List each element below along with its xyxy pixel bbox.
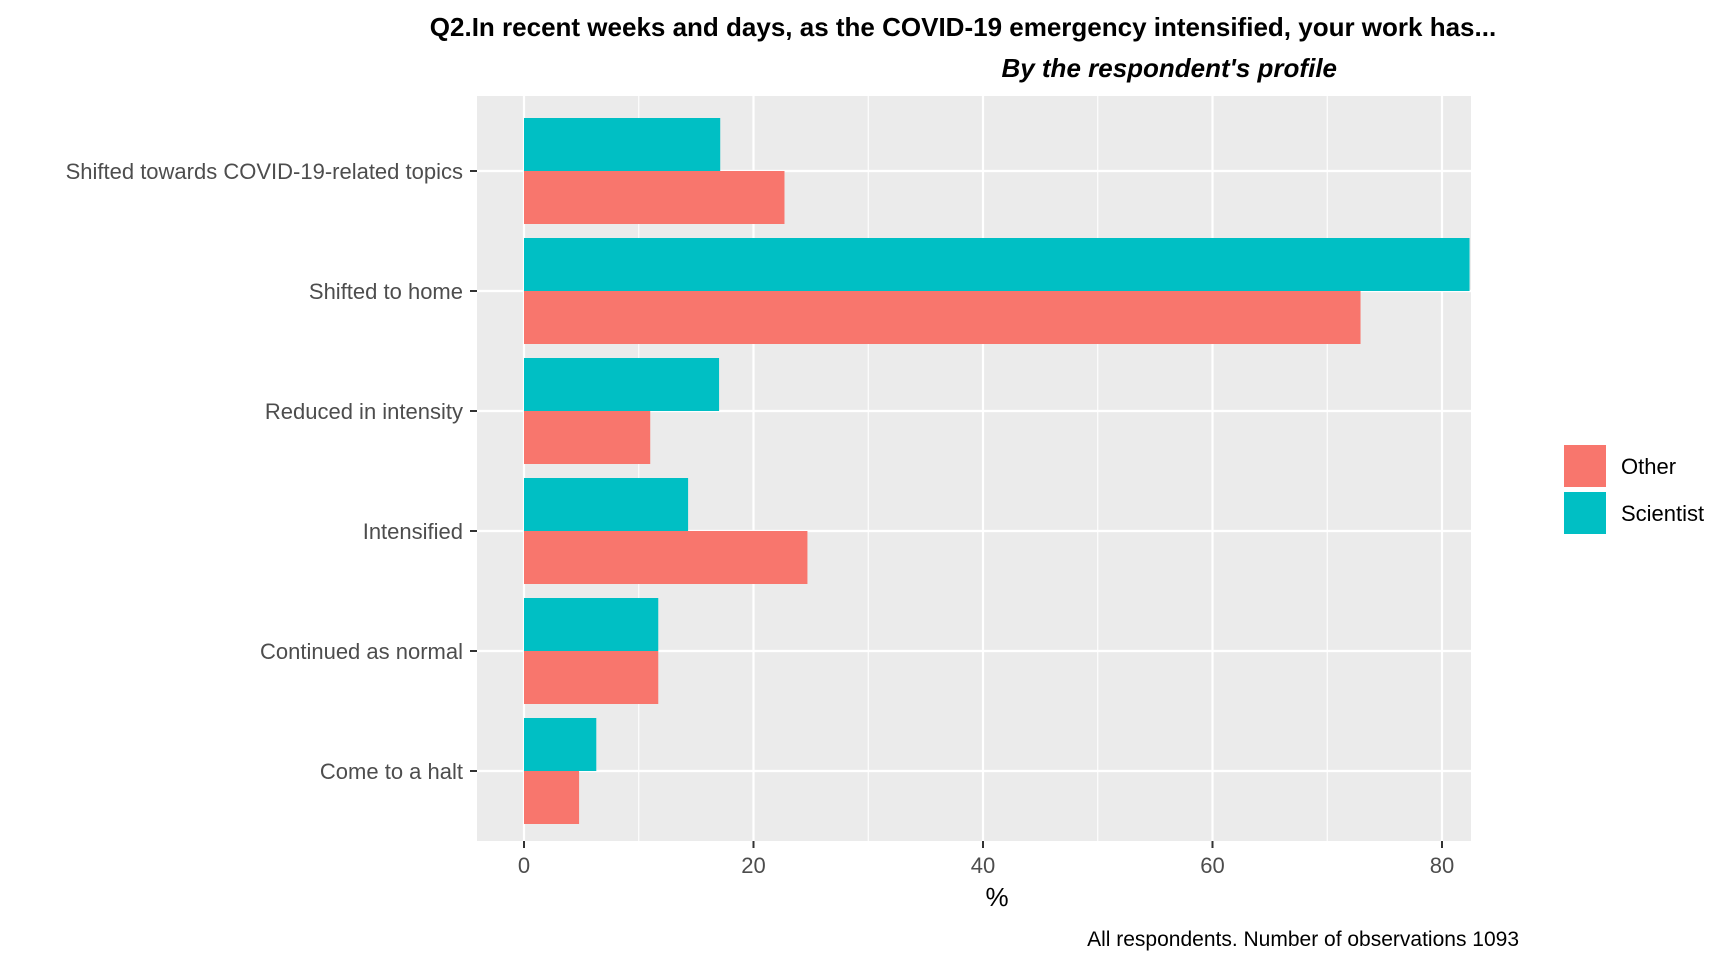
bar-other bbox=[524, 171, 785, 224]
y-axis: Shifted towards COVID-19-related topics S… bbox=[66, 159, 477, 784]
legend-key bbox=[1564, 492, 1606, 534]
bar-other bbox=[524, 291, 1361, 344]
legend: Other Scientist bbox=[1564, 445, 1704, 534]
legend-label: Other bbox=[1621, 454, 1676, 479]
legend-label: Scientist bbox=[1621, 501, 1704, 526]
x-tick-label: 20 bbox=[741, 853, 765, 878]
bar-other bbox=[524, 411, 651, 464]
bar-scientist bbox=[524, 118, 721, 171]
x-tick-label: 60 bbox=[1200, 853, 1224, 878]
y-tick-label: Reduced in intensity bbox=[265, 399, 463, 424]
bar-scientist bbox=[524, 478, 689, 531]
y-tick-label: Intensified bbox=[363, 519, 463, 544]
bar-scientist bbox=[524, 598, 659, 651]
x-tick-label: 80 bbox=[1430, 853, 1454, 878]
x-axis: 0 20 40 60 80 bbox=[518, 841, 1454, 878]
x-tick-label: 0 bbox=[518, 853, 530, 878]
x-tick-label: 40 bbox=[971, 853, 995, 878]
bars bbox=[524, 118, 1470, 824]
bar-other bbox=[524, 651, 659, 704]
bar-other bbox=[524, 531, 808, 584]
bar-scientist bbox=[524, 238, 1470, 291]
chart-caption: All respondents. Number of observations … bbox=[1087, 928, 1519, 951]
y-tick-label: Shifted towards COVID-19-related topics bbox=[66, 159, 463, 184]
y-tick-label: Come to a halt bbox=[320, 759, 463, 784]
x-axis-title: % bbox=[985, 882, 1008, 912]
y-tick-label: Continued as normal bbox=[260, 639, 463, 664]
legend-key bbox=[1564, 445, 1606, 487]
chart-subtitle: By the respondent's profile bbox=[1001, 53, 1337, 83]
chart-title: Q2.In recent weeks and days, as the COVI… bbox=[430, 12, 1496, 42]
bar-other bbox=[524, 771, 580, 824]
bar-scientist bbox=[524, 718, 597, 771]
bar-scientist bbox=[524, 358, 720, 411]
y-tick-label: Shifted to home bbox=[309, 279, 463, 304]
